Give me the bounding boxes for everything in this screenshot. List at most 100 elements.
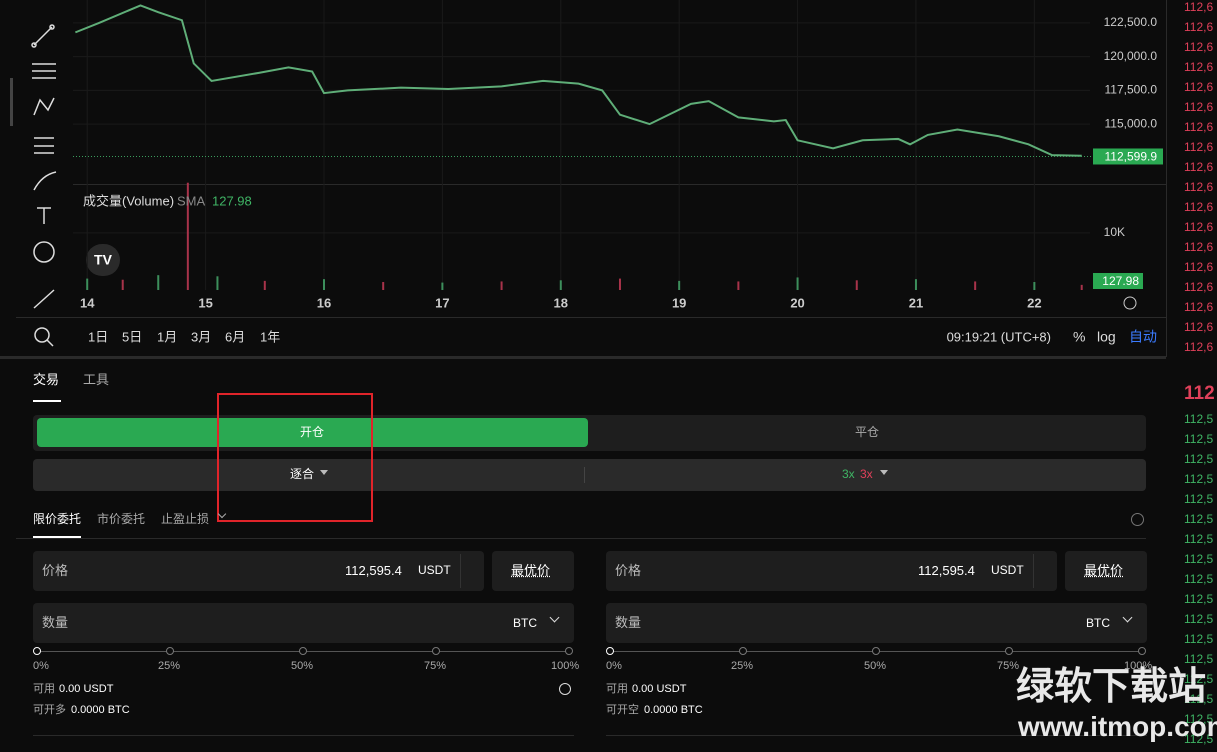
- max: 0.0000 BTC: [644, 704, 703, 716]
- ask: 112,6: [1184, 280, 1214, 294]
- slider-stop[interactable]: [33, 647, 41, 655]
- slider-stop[interactable]: [565, 647, 573, 655]
- help: [1131, 513, 1144, 526]
- bid: 112,5: [1184, 492, 1214, 506]
- order-type[interactable]: 市价委托: [97, 512, 146, 526]
- margin-bar: [33, 459, 1146, 491]
- range-button[interactable]: 1月: [157, 329, 177, 344]
- bid: 112,5: [1184, 532, 1214, 546]
- avail-label: 可用: [33, 683, 55, 695]
- range-button[interactable]: 5日: [122, 329, 142, 344]
- price-input[interactable]: [606, 551, 1057, 591]
- slider-stop[interactable]: [606, 647, 614, 655]
- input-label: 价格: [42, 563, 69, 578]
- order-type[interactable]: 限价委托: [33, 512, 82, 526]
- volume-bar: [322, 279, 325, 290]
- x-tick-label: 14: [80, 295, 95, 310]
- watermark: www.itmop.com: [1018, 711, 1217, 742]
- bid: 112,5: [1184, 672, 1214, 686]
- bar-divider: [584, 467, 585, 483]
- slider-label: 75%: [424, 660, 447, 672]
- tab[interactable]: 交易: [33, 372, 60, 387]
- best-button[interactable]: [1065, 551, 1147, 591]
- add[interactable]: [559, 683, 571, 695]
- price: 112,595.4: [345, 563, 402, 578]
- ask: 112,6: [1184, 80, 1214, 94]
- slider-label: 0%: [606, 660, 622, 672]
- slider-stop[interactable]: [739, 647, 747, 655]
- range-button[interactable]: 1年: [260, 329, 280, 344]
- bid: 112,5: [1184, 432, 1214, 446]
- best-button[interactable]: [492, 551, 574, 591]
- max-label: 可开多: [33, 704, 66, 716]
- ask: 112,6: [1184, 0, 1214, 14]
- ask: 112,6: [1184, 20, 1214, 34]
- mode[interactable]: 开仓: [300, 425, 325, 439]
- bid: 112,5: [1184, 552, 1214, 566]
- price: 112,595.4: [918, 563, 975, 578]
- max-label: 可开空: [606, 704, 639, 716]
- slider-stop[interactable]: [299, 647, 307, 655]
- divider: [0, 356, 1166, 359]
- margin[interactable]: 逐合: [290, 467, 315, 481]
- x-tick-label: 15: [198, 295, 212, 310]
- slider-label: 25%: [731, 660, 754, 672]
- volume-bar: [86, 278, 89, 290]
- bid: 112,5: [1184, 512, 1214, 526]
- ask: 112,6: [1184, 300, 1214, 314]
- slider-label: 50%: [291, 660, 314, 672]
- scale-option[interactable]: 自动: [1129, 329, 1157, 345]
- qty-input[interactable]: [606, 603, 1147, 643]
- qty-input[interactable]: [33, 603, 574, 643]
- stepper: [1033, 554, 1056, 588]
- slider-label: 100%: [1124, 660, 1153, 672]
- volume-title: 成交量(Volume): [83, 193, 174, 208]
- unit: USDT: [991, 563, 1024, 577]
- toolbar: [0, 0, 62, 357]
- volume-bar: [441, 282, 444, 290]
- bid: 112,5: [1184, 472, 1214, 486]
- scale-option[interactable]: %: [1073, 329, 1085, 345]
- slider-stop[interactable]: [432, 647, 440, 655]
- range-button[interactable]: 6月: [225, 329, 245, 344]
- input-label: 价格: [615, 563, 642, 578]
- bid: 112,5: [1184, 572, 1214, 586]
- best-label: 最优价: [511, 563, 551, 578]
- open-button[interactable]: [37, 418, 588, 447]
- slider-label: 50%: [864, 660, 887, 672]
- orderbook: 112,6 112,6 112,6 112,6 112,6 112,6 112,6 112,6…: [1167, 0, 1217, 752]
- y-tick-label: 115,000.0: [1105, 116, 1158, 130]
- range-button[interactable]: 1日: [88, 329, 108, 344]
- mode[interactable]: 平仓: [855, 425, 880, 439]
- bid: 112,5: [1184, 592, 1214, 606]
- slider-stop[interactable]: [166, 647, 174, 655]
- volume-bar: [618, 278, 621, 290]
- x-tick-label: 18: [554, 295, 568, 310]
- slider-stop[interactable]: [1138, 647, 1146, 655]
- watermark: 绿软下载站: [1016, 666, 1207, 708]
- order-type[interactable]: 止盈止损: [161, 512, 210, 526]
- tab[interactable]: 工具: [83, 372, 110, 387]
- bottom-line: [33, 735, 574, 736]
- bid: 112,5: [1184, 412, 1214, 426]
- slider-stop[interactable]: [1005, 647, 1013, 655]
- current-price: 112,599.9: [1105, 150, 1158, 164]
- leverage[interactable]: 3x: [860, 467, 873, 481]
- leverage[interactable]: 3x: [842, 467, 855, 481]
- x-tick-label: 22: [1027, 295, 1041, 310]
- price-input[interactable]: [33, 551, 484, 591]
- bottom-line: [606, 735, 1147, 736]
- ask: 112,6: [1184, 260, 1214, 274]
- stepper: [460, 554, 483, 588]
- volume-bar: [382, 282, 385, 290]
- sma-badge: [1093, 273, 1143, 289]
- settings[interactable]: [1123, 296, 1137, 310]
- range-button[interactable]: 3月: [191, 329, 211, 344]
- arrow: [880, 470, 888, 479]
- bid: 112,5: [1184, 632, 1214, 646]
- scale-option[interactable]: log: [1097, 329, 1116, 345]
- slider-stop[interactable]: [872, 647, 880, 655]
- ask: 112,6: [1184, 100, 1214, 114]
- ask: 112,6: [1184, 340, 1214, 354]
